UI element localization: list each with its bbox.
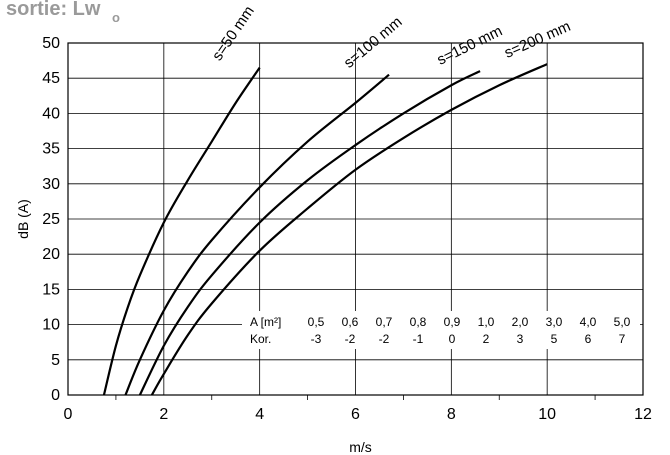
y-tick-label: 5 [51, 352, 60, 369]
table-row1-cell: 3,0 [546, 315, 563, 329]
table-row2-cell: -2 [345, 332, 356, 346]
x-tick-label: 2 [159, 406, 168, 423]
axes [67, 42, 644, 396]
curve-line [124, 73, 390, 396]
y-axis-label: dB (A) [15, 199, 31, 239]
y-tick-label: 50 [42, 35, 60, 52]
curve-line [138, 70, 481, 396]
correction-table-bg [242, 311, 640, 349]
curve-line [150, 63, 548, 396]
y-tick-label: 10 [42, 317, 60, 334]
table-row2-label: Kor. [250, 332, 271, 346]
header-subscript: o [112, 10, 120, 25]
curve-label: s=200 mm [502, 18, 573, 62]
x-tick-label: 4 [255, 406, 264, 423]
curve-label: s=150 mm [434, 22, 505, 68]
table-row1-cell: 5,0 [614, 315, 631, 329]
table-row2-cell: -1 [413, 332, 424, 346]
x-tick-label: 12 [634, 406, 652, 423]
table-row2-cell: 0 [449, 332, 456, 346]
table-row1-cell: 0,9 [444, 315, 461, 329]
y-tick-label: 45 [42, 70, 60, 87]
table-row1-cell: 1,0 [478, 315, 495, 329]
x-tick-label: 10 [538, 406, 556, 423]
y-tick-label: 20 [42, 246, 60, 263]
correction-table: A [m²] Kor. 0,5 -3 0,6 -2 0,7 -2 0,8 -1 0,9 0 1,0 2 2,… [242, 311, 640, 349]
table-row2-cell: -2 [379, 332, 390, 346]
curve-labels: s=50 mm s=100 mm s=150 mms=200 mm [209, 3, 573, 72]
y-tick-label: 25 [42, 211, 60, 228]
table-row1-cell: 0,5 [308, 315, 325, 329]
curve-label: s=50 mm [209, 3, 258, 64]
table-row1-cell: 4,0 [580, 315, 597, 329]
y-tick-label: 40 [42, 105, 60, 122]
table-row1-cell: 2,0 [512, 315, 529, 329]
y-tick-label: 35 [42, 141, 60, 158]
x-tick-label: 6 [351, 406, 360, 423]
y-tick-label: 30 [42, 176, 60, 193]
plot-frame [67, 42, 644, 396]
curve-line [102, 67, 261, 396]
table-row1-label: A [m²] [250, 315, 281, 329]
table-row1-cell: 0,6 [342, 315, 359, 329]
table-row1-cell: 0,7 [376, 315, 393, 329]
x-tick-label: 0 [64, 406, 73, 423]
x-axis-label: m/s [349, 439, 372, 455]
table-row1-cell: 0,8 [410, 315, 427, 329]
chart-header: sortie: Lw o [6, 0, 120, 25]
header-text: sortie: Lw [6, 0, 101, 20]
y-tick-label: 0 [51, 387, 60, 404]
table-row2-cell: 2 [483, 332, 490, 346]
x-tick-label: 8 [447, 406, 456, 423]
table-row2-cell: -3 [311, 332, 322, 346]
y-tick-label: 15 [42, 281, 60, 298]
table-row2-cell: 6 [585, 332, 592, 346]
curves [102, 63, 548, 396]
table-row2-cell: 7 [619, 332, 626, 346]
table-row2-cell: 3 [517, 332, 524, 346]
table-row2-cell: 5 [551, 332, 558, 346]
